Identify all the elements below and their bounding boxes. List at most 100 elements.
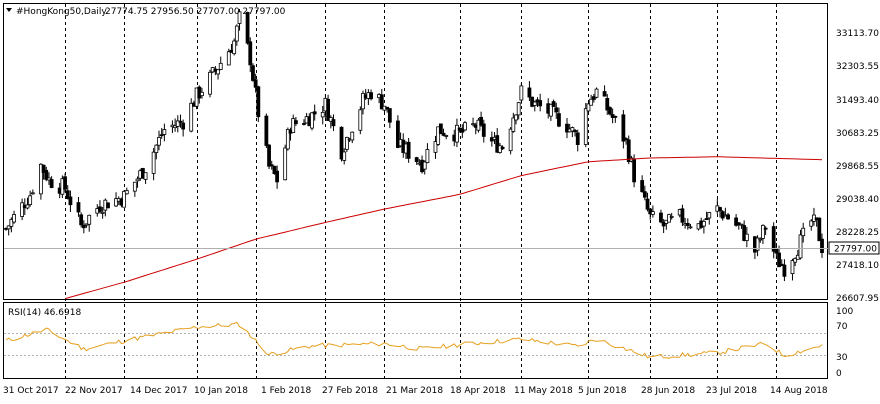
candle <box>47 172 51 185</box>
candle <box>135 176 140 188</box>
rsi-axis: 100 70 30 0 <box>836 307 853 379</box>
candle-body <box>519 85 524 101</box>
candle-body <box>285 129 290 150</box>
candle <box>575 129 580 152</box>
candle-body <box>200 91 204 97</box>
candle-body <box>659 212 663 223</box>
candle <box>302 119 306 126</box>
candle-body <box>589 98 594 106</box>
candle <box>9 217 14 233</box>
candle-body <box>538 100 543 107</box>
candle-body <box>157 137 161 146</box>
candle <box>495 128 500 154</box>
candle-body <box>312 111 317 115</box>
candle-body <box>143 172 148 180</box>
candle-body <box>688 226 693 229</box>
candle <box>251 63 255 82</box>
candle-body <box>181 122 186 130</box>
candle <box>798 229 803 260</box>
candle-body <box>422 161 427 170</box>
candle <box>777 245 781 268</box>
time-axis: 31 Oct 2017 22 Nov 2017 14 Dec 2017 10 J… <box>3 386 828 396</box>
candle <box>293 117 298 126</box>
dropdown-triangle-icon[interactable] <box>6 8 12 12</box>
candle-body <box>771 226 776 252</box>
candle <box>425 143 430 164</box>
candle <box>395 115 400 149</box>
candle-body <box>253 79 258 88</box>
candle-body <box>275 170 280 183</box>
candle-body <box>406 141 411 159</box>
candle-body <box>626 139 631 162</box>
price-tick: 26607.95 <box>836 294 879 304</box>
candle <box>771 222 776 259</box>
candle <box>106 202 110 209</box>
candle-body <box>331 119 336 127</box>
candle <box>538 93 543 112</box>
candle-body <box>267 144 271 167</box>
candle <box>272 165 277 175</box>
candle <box>608 106 612 116</box>
candle-body <box>12 214 16 223</box>
candle-body <box>508 128 513 152</box>
candle <box>554 102 559 119</box>
candle-body <box>106 202 110 209</box>
candle-body <box>28 195 33 205</box>
candle-body <box>798 234 803 259</box>
candle <box>793 257 798 267</box>
candle <box>594 87 599 99</box>
candle <box>245 11 250 45</box>
candle <box>320 106 325 125</box>
candle-body <box>640 180 645 193</box>
rsi-tick: 30 <box>836 353 848 363</box>
candle <box>30 189 35 195</box>
candle-body <box>761 224 765 239</box>
candle-body <box>68 196 73 206</box>
candle-body <box>344 137 349 150</box>
candle-body <box>379 94 384 110</box>
candle <box>519 82 524 104</box>
candle-body <box>621 114 626 142</box>
candle <box>151 148 156 181</box>
candle-body <box>135 178 140 182</box>
candle <box>583 102 588 148</box>
candle <box>253 73 258 93</box>
candle-body <box>774 248 779 254</box>
candle-body <box>632 158 637 183</box>
candle <box>178 114 183 128</box>
price-axis: 33113.70 32303.55 31493.40 30683.25 2986… <box>4 29 880 304</box>
candle-body <box>685 223 690 226</box>
candle-body <box>232 40 237 55</box>
candle-body <box>436 126 441 145</box>
candle-body <box>551 101 556 107</box>
candle <box>591 93 596 103</box>
candle-body <box>245 11 250 44</box>
candle-body <box>425 149 430 163</box>
candle <box>790 258 795 281</box>
candle-body <box>98 206 102 212</box>
candle-body <box>414 157 419 162</box>
candle-body <box>591 96 596 100</box>
candle <box>379 89 384 110</box>
candle-body <box>548 103 553 117</box>
candle <box>25 197 30 210</box>
candle-body <box>701 221 706 227</box>
candle <box>406 137 411 163</box>
ohlc-values: 27774.75 27956.50 27707.00 27797.00 <box>105 7 286 17</box>
candle <box>162 123 167 142</box>
candle-body <box>790 260 795 274</box>
candle <box>369 89 373 101</box>
candle <box>755 235 760 257</box>
candle <box>481 119 486 143</box>
candle-body <box>234 25 239 42</box>
candle-body <box>189 102 194 132</box>
candle-body <box>154 144 159 153</box>
candle <box>744 226 749 248</box>
candle-body <box>100 211 105 214</box>
price-tick: 27418.10 <box>836 261 879 271</box>
candle-body <box>734 217 739 226</box>
candle-body <box>500 146 505 150</box>
rsi-panel-frame <box>3 302 828 379</box>
